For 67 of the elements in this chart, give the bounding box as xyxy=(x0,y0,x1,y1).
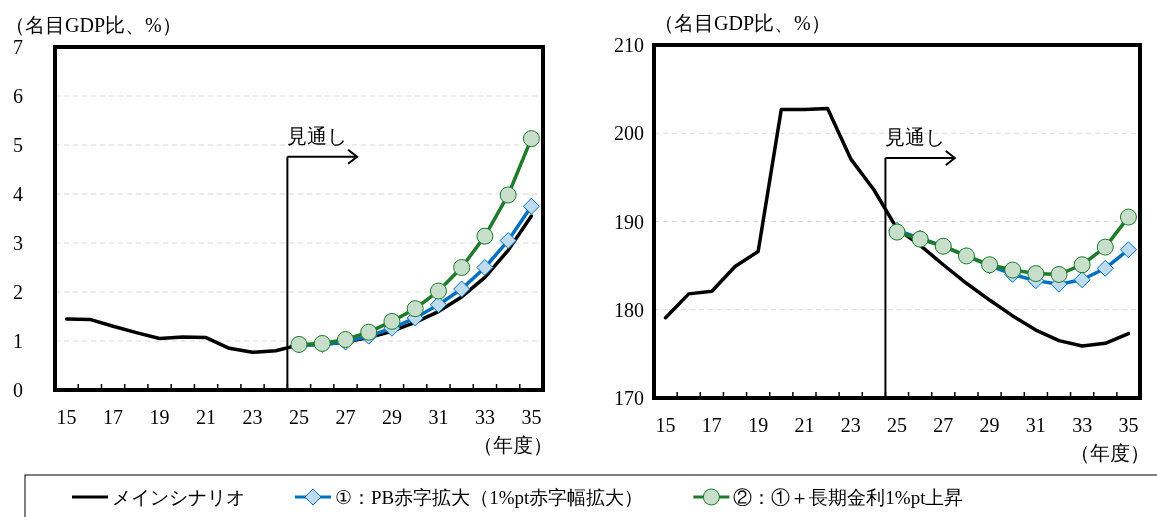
line-series xyxy=(663,106,1131,348)
point xyxy=(406,300,424,318)
y-tick-label: 1 xyxy=(13,330,23,352)
annotation: 見通し xyxy=(287,124,348,147)
point xyxy=(1050,265,1068,283)
point xyxy=(453,280,471,298)
point xyxy=(1096,238,1114,256)
x-tick-label: 23 xyxy=(242,406,263,428)
x-tick-label: 21 xyxy=(196,406,217,428)
x-tick-label: 31 xyxy=(428,406,449,428)
legend-label: ①：PB赤字拡大（1%pt赤字幅拡大） xyxy=(335,487,644,508)
x-tick-label: 29 xyxy=(381,406,402,428)
y-tick-label: 210 xyxy=(614,34,644,56)
x-tick-label: 29 xyxy=(979,414,1000,436)
x-tick-label: 35 xyxy=(1118,414,1139,436)
annotation: 見通し xyxy=(885,125,946,148)
point xyxy=(1073,271,1091,289)
x-tick-label: 23 xyxy=(840,414,861,436)
y-axis-title: （名目GDP比、%） xyxy=(5,14,182,36)
legend-label: メインシナリオ xyxy=(112,487,245,508)
point xyxy=(476,259,494,276)
x-tick-label: 27 xyxy=(933,414,954,436)
point xyxy=(522,197,540,215)
y-tick-label: 6 xyxy=(13,85,23,107)
y-tick-label: 180 xyxy=(614,298,644,321)
x-tick-label: 15 xyxy=(655,414,676,436)
y-tick-label: 4 xyxy=(13,183,23,205)
x-tick-label: 31 xyxy=(1025,414,1046,436)
x-tick-label: 27 xyxy=(335,406,356,428)
x-tick-label: 17 xyxy=(701,414,722,436)
point xyxy=(522,130,540,148)
y-tick-label: 7 xyxy=(13,36,23,58)
y-tick-label: 3 xyxy=(13,232,23,254)
x-tick-label: 17 xyxy=(103,406,124,428)
point xyxy=(499,232,517,250)
point xyxy=(429,296,447,314)
x-tick-label: 19 xyxy=(748,414,769,436)
x-tick-label: 25 xyxy=(887,414,907,436)
point xyxy=(453,259,471,276)
y-tick-label: 0 xyxy=(13,379,23,401)
point xyxy=(1119,241,1137,259)
point xyxy=(476,227,494,245)
legend-label: ②：①＋長期金利1%pt上昇 xyxy=(733,487,964,508)
x-tick-label: 21 xyxy=(794,414,815,436)
point xyxy=(1119,208,1137,226)
y-tick-label: 2 xyxy=(13,281,23,303)
y-axis-title: （名目GDP比、%） xyxy=(654,12,831,34)
y-tick-label: 5 xyxy=(13,134,23,156)
point xyxy=(1073,256,1091,274)
point xyxy=(1096,259,1114,277)
x-tick-label: 33 xyxy=(474,406,495,428)
x-tick-label: 35 xyxy=(521,406,542,428)
y-tick-label: 190 xyxy=(614,210,644,233)
x-axis-title: （年度） xyxy=(473,434,553,456)
point xyxy=(429,282,447,300)
x-tick-label: 15 xyxy=(56,406,77,428)
x-axis-title: （年度） xyxy=(1070,442,1150,464)
point xyxy=(1027,265,1045,283)
point xyxy=(360,323,378,341)
x-tick-label: 19 xyxy=(149,406,170,428)
y-tick-label: 200 xyxy=(614,122,644,145)
x-tick-label: 25 xyxy=(289,406,309,428)
point xyxy=(1004,261,1022,279)
x-tick-label: 33 xyxy=(1072,414,1093,436)
point xyxy=(383,312,401,330)
y-tick-label: 170 xyxy=(614,387,644,409)
point xyxy=(499,186,517,204)
